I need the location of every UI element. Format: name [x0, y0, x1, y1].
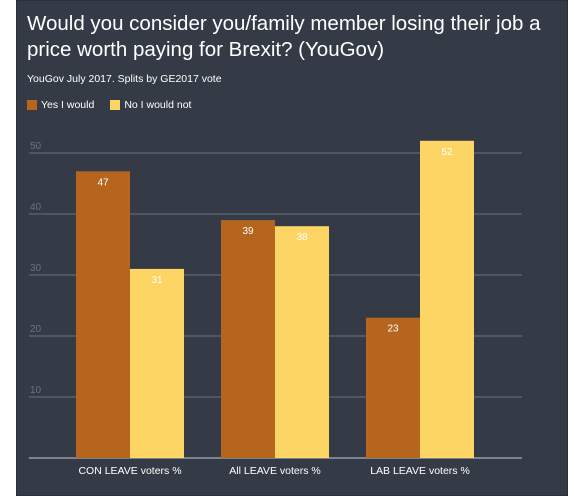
data-label: 47: [97, 177, 109, 188]
y-tick-label: 10: [30, 385, 42, 396]
legend-item-no: No I would not: [110, 99, 191, 111]
x-tick-label: LAB LEAVE voters %: [370, 465, 470, 477]
data-label: 23: [387, 324, 399, 335]
chart-legend: Yes I would No I would not: [27, 99, 191, 111]
data-label: 39: [242, 226, 254, 237]
chart-title: Would you consider you/family member los…: [27, 12, 541, 61]
bar-no-1: [275, 226, 329, 458]
bar-no-2: [420, 140, 474, 459]
chart-subtitle: YouGov July 2017. Splits by GE2017 vote: [27, 73, 222, 85]
y-tick-label: 40: [30, 202, 42, 213]
legend-label-no: No I would not: [124, 99, 192, 111]
legend-swatch-yes: [27, 100, 37, 110]
bar-yes-0: [76, 171, 130, 459]
legend-swatch-no: [110, 100, 121, 110]
x-tick-label: CON LEAVE voters %: [78, 465, 181, 477]
legend-label-yes: Yes I would: [41, 99, 95, 111]
chart-plot: 10 20 30 40 50 47 31 CON LEAVE voters % 39 38 All …: [29, 140, 522, 477]
x-tick-label: All LEAVE voters %: [229, 465, 320, 477]
bar-yes-2: [366, 317, 420, 458]
data-label: 52: [441, 147, 453, 158]
y-tick-label: 30: [30, 263, 42, 274]
chart-card: Would you consider you/family member los…: [16, 0, 568, 496]
data-label: 31: [151, 275, 163, 286]
bar-yes-1: [221, 220, 275, 458]
y-tick-label: 20: [30, 324, 42, 335]
bar-no-0: [130, 268, 184, 458]
y-tick-label: 50: [30, 141, 42, 152]
legend-item-yes: Yes I would: [27, 99, 94, 111]
data-label: 38: [296, 232, 308, 243]
